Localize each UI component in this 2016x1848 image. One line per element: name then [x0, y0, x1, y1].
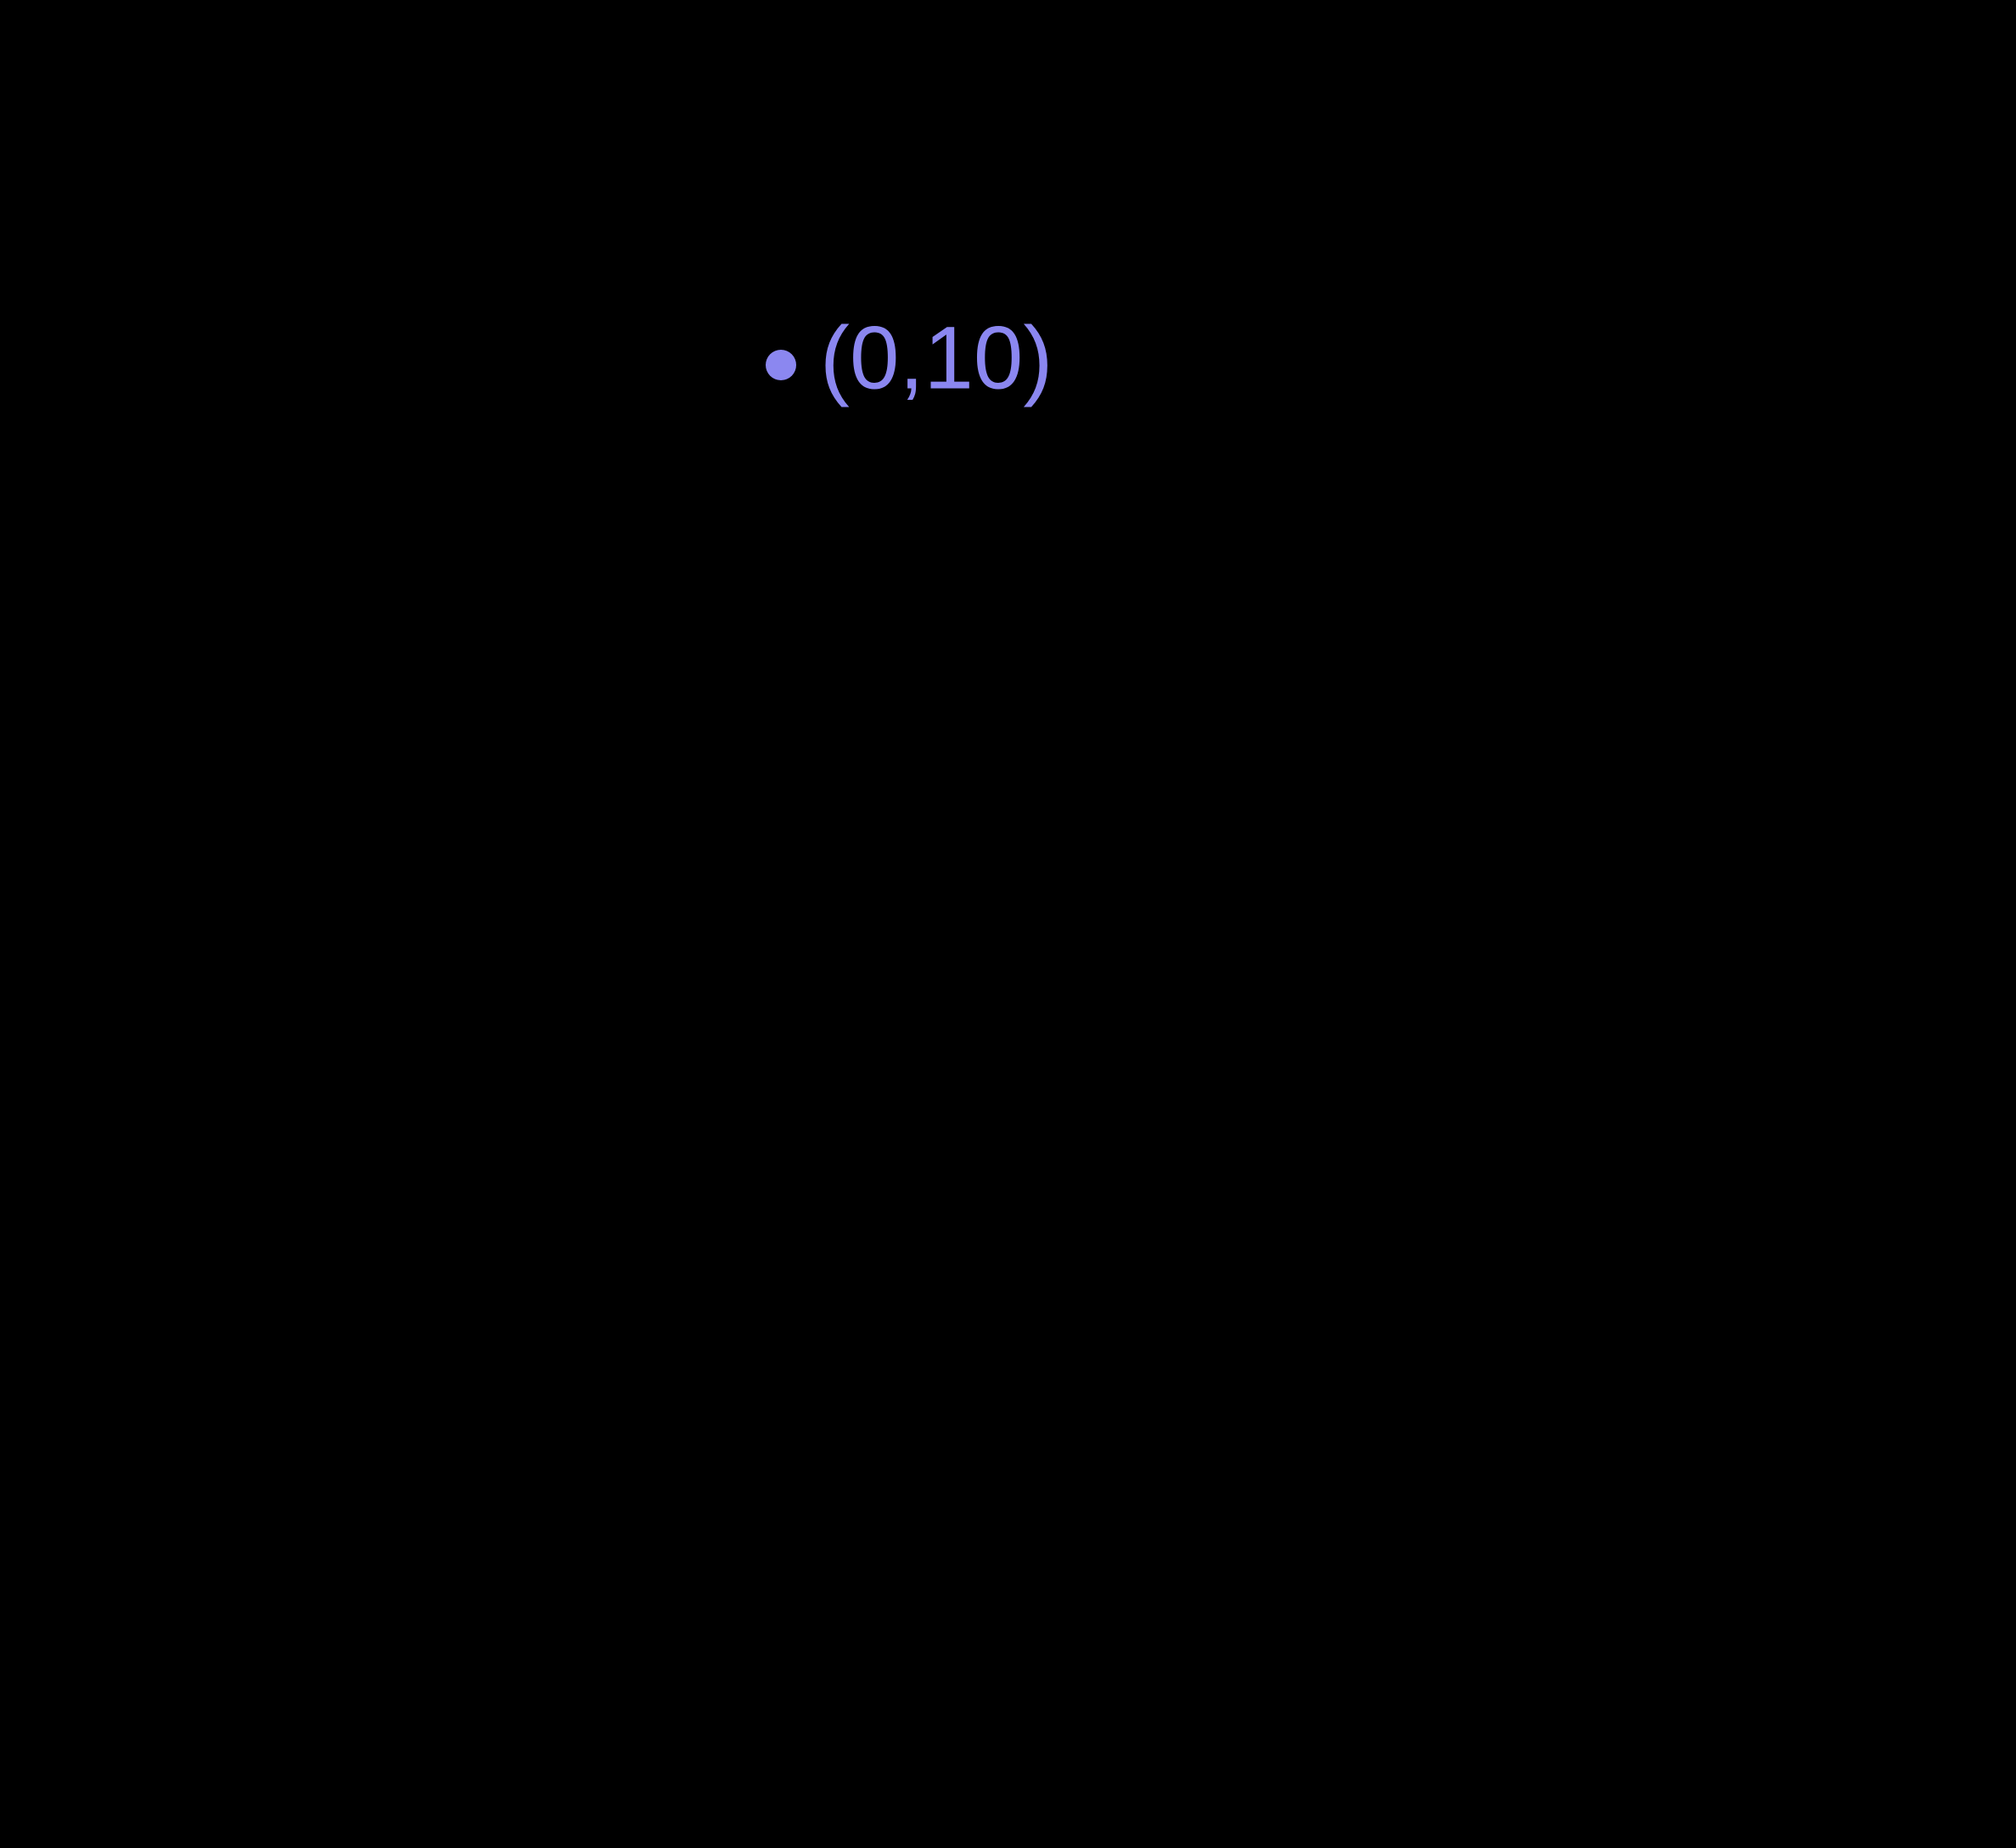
- point-label: (0,10): [820, 309, 1053, 408]
- data-point: [766, 350, 796, 380]
- chart-background: [0, 0, 2016, 1848]
- chart-container: (0,10): [0, 0, 2016, 1848]
- coordinate-plot: (0,10): [0, 0, 2016, 1848]
